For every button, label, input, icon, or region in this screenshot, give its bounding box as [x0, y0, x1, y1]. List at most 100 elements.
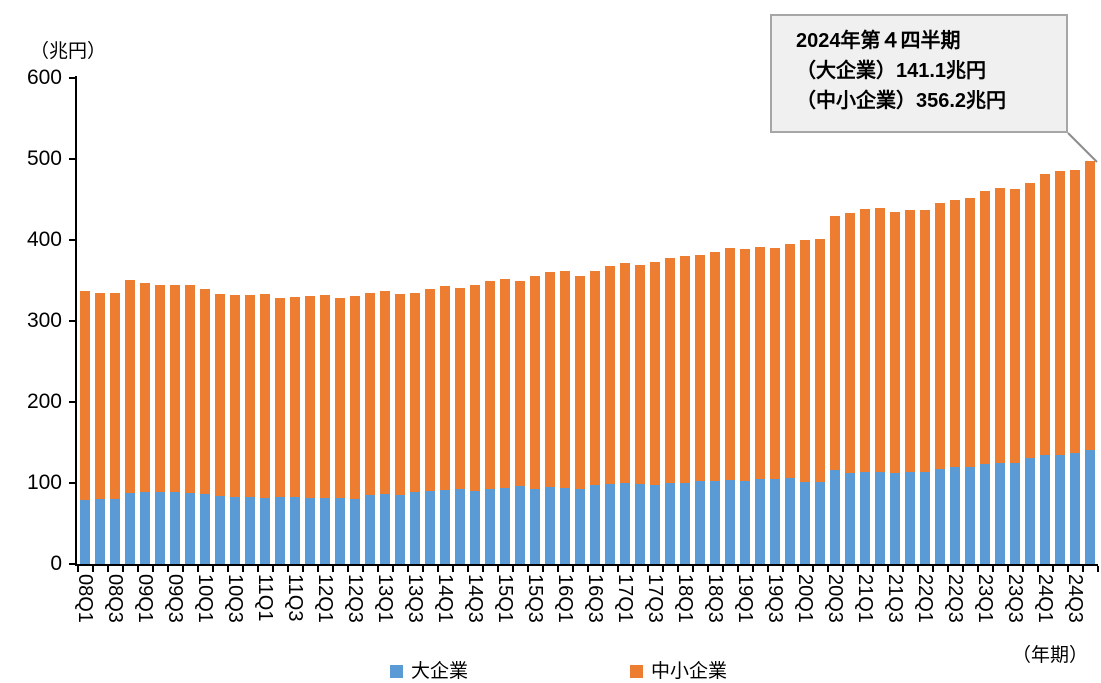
bar-sme	[275, 298, 285, 497]
bar-large-enterprise	[320, 498, 330, 564]
bar-sme	[875, 208, 885, 473]
x-tick	[992, 566, 994, 572]
bar-sme	[350, 295, 360, 500]
bar-sme	[845, 213, 855, 474]
x-tick	[302, 566, 304, 572]
y-tick-label: 500	[26, 147, 62, 170]
x-tick	[602, 566, 604, 572]
x-tick	[212, 566, 214, 572]
annotation-line-1: 2024年第４四半期	[796, 30, 961, 52]
bar-large-enterprise	[710, 480, 720, 564]
x-tick	[647, 566, 649, 572]
x-tick	[617, 566, 619, 572]
x-tick-label: 08Q3	[103, 574, 126, 623]
bar-sme	[920, 210, 930, 472]
bar-large-enterprise	[830, 470, 840, 564]
bar-large-enterprise	[890, 473, 900, 564]
x-tick	[227, 566, 229, 572]
x-tick	[362, 566, 364, 572]
bar-large-enterprise	[665, 483, 675, 564]
x-tick	[287, 566, 289, 572]
x-tick-label: 22Q3	[943, 574, 966, 623]
bar-large-enterprise	[305, 497, 315, 564]
x-tick	[527, 566, 529, 572]
bar-sme	[1010, 188, 1020, 463]
bar-sme	[500, 278, 510, 488]
y-tick-label: 600	[26, 66, 62, 89]
bar-sme	[965, 197, 975, 467]
x-tick	[242, 566, 244, 572]
x-tick-label: 21Q1	[853, 574, 876, 623]
x-tick-label: 14Q1	[433, 574, 456, 623]
x-tick	[587, 566, 589, 572]
x-tick-label: 18Q3	[703, 574, 726, 623]
bar-sme	[725, 248, 735, 480]
x-tick	[932, 566, 934, 572]
x-tick	[1067, 566, 1069, 572]
x-tick	[1097, 566, 1099, 572]
bar-sme	[560, 270, 570, 488]
x-tick-label: 13Q1	[373, 574, 396, 623]
bar-sme	[530, 276, 540, 489]
x-tick	[977, 566, 979, 572]
bar-large-enterprise	[965, 466, 975, 564]
bar-sme	[170, 284, 180, 492]
bar-sme	[200, 288, 210, 495]
x-tick	[137, 566, 139, 572]
x-tick-label: 23Q3	[1003, 574, 1026, 623]
y-tick	[69, 77, 77, 79]
bar-large-enterprise	[1070, 453, 1080, 564]
bar-large-enterprise	[515, 486, 525, 564]
x-tick	[92, 566, 94, 572]
bar-large-enterprise	[1055, 455, 1065, 564]
bar-sme	[950, 200, 960, 467]
x-tick-label: 10Q1	[193, 574, 216, 623]
bar-large-enterprise	[755, 478, 765, 564]
x-tick	[767, 566, 769, 572]
x-tick	[857, 566, 859, 572]
x-axis-unit-label: （年期）	[1012, 645, 1089, 666]
y-tick-label: 100	[26, 471, 62, 494]
x-tick-label: 13Q3	[403, 574, 426, 623]
bar-large-enterprise	[635, 483, 645, 564]
x-tick	[797, 566, 799, 572]
x-tick	[167, 566, 169, 572]
bar-large-enterprise	[695, 481, 705, 564]
x-tick-label: 20Q3	[823, 574, 846, 623]
bar-large-enterprise	[650, 484, 660, 564]
bar-large-enterprise	[1040, 454, 1050, 564]
x-tick-label: 11Q1	[253, 574, 276, 622]
x-tick-label: 11Q3	[283, 574, 306, 622]
bar-large-enterprise	[545, 487, 555, 564]
y-tick	[69, 320, 77, 322]
bar-large-enterprise	[125, 492, 135, 564]
x-tick	[482, 566, 484, 572]
bar-large-enterprise	[500, 487, 510, 564]
bar-sme	[680, 256, 690, 483]
bar-sme	[590, 270, 600, 485]
x-tick	[557, 566, 559, 572]
bar-large-enterprise	[725, 479, 735, 564]
x-tick-label: 14Q3	[463, 574, 486, 623]
bar-sme	[1070, 170, 1080, 454]
x-tick	[77, 566, 79, 572]
bar-sme	[635, 265, 645, 484]
x-tick	[377, 566, 379, 572]
bar-sme	[515, 281, 525, 487]
bar-large-enterprise	[290, 496, 300, 564]
bar-sme	[1055, 171, 1065, 456]
x-axis-line	[75, 564, 1098, 566]
x-tick	[827, 566, 829, 572]
bar-large-enterprise	[815, 482, 825, 564]
legend-item-sme: 中小企業	[630, 662, 727, 681]
legend-label-large-enterprise: 大企業	[411, 661, 469, 682]
bar-large-enterprise	[455, 488, 465, 564]
x-tick-label: 18Q1	[673, 574, 696, 623]
bar-sme	[125, 279, 135, 493]
bar-sme	[890, 211, 900, 474]
bar-large-enterprise	[845, 473, 855, 564]
x-tick	[122, 566, 124, 572]
y-tick	[69, 239, 77, 241]
x-tick-label: 16Q3	[583, 574, 606, 623]
bar-sme	[245, 295, 255, 497]
